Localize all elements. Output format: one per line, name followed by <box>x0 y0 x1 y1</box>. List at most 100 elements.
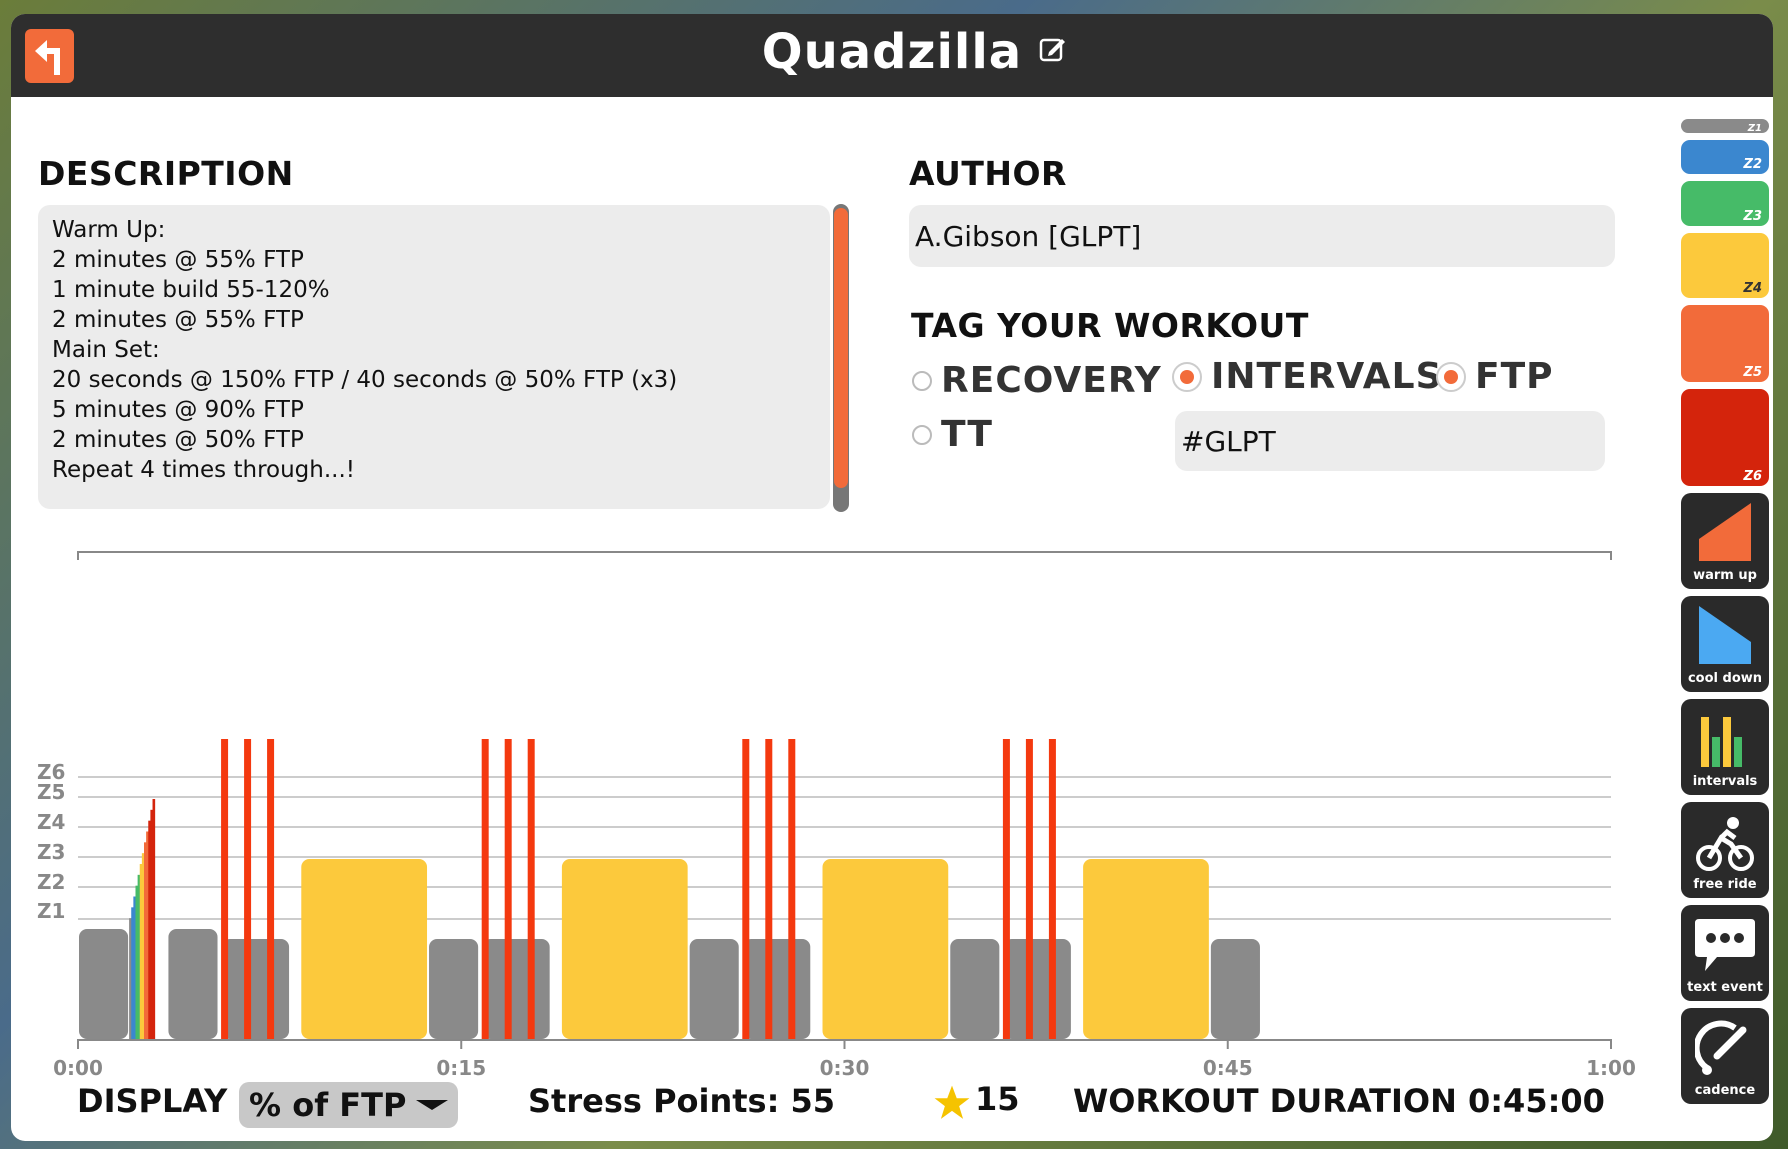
zone-axis-label: Z1 <box>37 899 65 923</box>
tool-label: warm up <box>1693 568 1757 583</box>
tag-tt-radio[interactable] <box>912 424 932 445</box>
description-line: 2 minutes @ 50% FTP <box>52 427 304 453</box>
zone-label: Z3 <box>1743 209 1762 224</box>
description-line: Main Set: <box>52 337 160 363</box>
tag-label: INTERVALS <box>1211 356 1443 397</box>
display-label: DISPLAY <box>77 1082 228 1120</box>
chevron-down-icon <box>416 1100 448 1110</box>
description-line: 2 minutes @ 55% FTP <box>52 247 304 273</box>
sprint-bar <box>267 739 275 1039</box>
zone-block-z4[interactable]: Z4 <box>1681 233 1769 298</box>
tool-warm-up[interactable]: warm up <box>1681 493 1769 589</box>
workout-block <box>168 929 218 1039</box>
workout-block <box>301 859 428 1039</box>
workout-block <box>689 939 739 1039</box>
x-tick-label: 0:45 <box>1203 1056 1253 1080</box>
x-tick-label: 0:15 <box>436 1056 486 1080</box>
zone-label: Z6 <box>1743 469 1762 484</box>
workout-block <box>1210 939 1260 1039</box>
sprint-bar <box>788 739 796 1039</box>
back-button[interactable] <box>25 29 74 83</box>
sprint-bar <box>481 739 489 1039</box>
tool-cadence[interactable]: cadence <box>1681 1008 1769 1104</box>
workout-editor-window: Quadzilla DESCRIPTION Warm Up: 2 minutes … <box>11 14 1773 1141</box>
edit-title-icon[interactable] <box>1038 34 1068 64</box>
scrollbar-thumb[interactable] <box>834 208 848 488</box>
back-arrow-icon <box>34 40 60 75</box>
tool-label: cool down <box>1687 671 1763 686</box>
zone-label: Z1 <box>1747 123 1762 134</box>
x-tick-label: 0:30 <box>820 1056 870 1080</box>
ramp-bar <box>144 842 147 1039</box>
workout-duration: WORKOUT DURATION 0:45:00 <box>1073 1082 1605 1120</box>
custom-tag-field[interactable]: #GLPT <box>1175 411 1605 471</box>
workout-block <box>743 939 811 1039</box>
tag-tt[interactable]: TT <box>912 414 993 455</box>
description-line: Repeat 4 times through...! <box>52 457 355 483</box>
ramp-bar <box>139 864 143 1039</box>
warm-up-icon <box>1699 503 1751 561</box>
star-count: 15 <box>975 1080 1020 1118</box>
workout-block <box>1003 939 1071 1039</box>
tool-label: intervals <box>1692 774 1758 789</box>
zone-axis-label: Z5 <box>37 780 65 804</box>
zone-axis-label: Z6 <box>37 760 65 784</box>
author-field[interactable]: A.Gibson [GLPT] <box>909 205 1615 267</box>
sprint-bar <box>1025 739 1033 1039</box>
cadence-icon <box>1695 1020 1747 1075</box>
stress-points: Stress Points: 55 <box>528 1082 836 1120</box>
zone-block-z2[interactable]: Z2 <box>1681 140 1769 174</box>
sprint-bar <box>527 739 535 1039</box>
tool-cool-down[interactable]: cool down <box>1681 596 1769 692</box>
workout-block <box>482 939 550 1039</box>
title-bar: Quadzilla <box>11 14 1773 97</box>
zone-block-z6[interactable]: Z6 <box>1681 389 1769 486</box>
zone-block-z5[interactable]: Z5 <box>1681 305 1769 382</box>
ramp-bar <box>137 874 141 1039</box>
workout-block <box>429 939 479 1039</box>
description-line: 2 minutes @ 55% FTP <box>52 307 304 333</box>
sprint-bar <box>221 739 229 1039</box>
tool-label: free ride <box>1693 877 1757 892</box>
tool-label: text event <box>1687 980 1763 995</box>
tag-intervals[interactable]: INTERVALS <box>1172 356 1443 397</box>
zone-axis-label: Z3 <box>37 840 65 864</box>
tool-text-event[interactable]: text event <box>1681 905 1769 1001</box>
ramp-bar <box>131 907 134 1039</box>
tag-label: FTP <box>1475 356 1554 397</box>
tag-ftp-radio[interactable] <box>1436 361 1466 392</box>
ramp-bar <box>146 831 149 1039</box>
description-text: Warm Up: 2 minutes @ 55% FTP 1 minute buil… <box>52 215 677 485</box>
workout-title: Quadzilla <box>761 24 1023 80</box>
display-select[interactable]: % of FTP <box>239 1082 458 1128</box>
ramp-bar <box>141 853 145 1039</box>
x-tick-label: 0:00 <box>53 1056 103 1080</box>
sprint-bar <box>244 739 252 1039</box>
zone-block-z3[interactable]: Z3 <box>1681 181 1769 226</box>
description-textarea[interactable]: Warm Up: 2 minutes @ 55% FTP 1 minute buil… <box>38 205 830 509</box>
workout-block <box>561 859 688 1039</box>
ramp-bar <box>148 820 151 1039</box>
tag-label: TT <box>941 414 993 455</box>
zone-block-z1[interactable]: Z1 <box>1681 119 1769 134</box>
tool-intervals[interactable]: intervals <box>1681 699 1769 795</box>
display-select-value: % of FTP <box>249 1086 407 1124</box>
description-line: 1 minute build 55-120% <box>52 277 330 303</box>
tool-free-ride[interactable]: free ride <box>1681 802 1769 898</box>
author-heading: AUTHOR <box>909 154 1067 193</box>
zone-label: Z2 <box>1743 157 1762 172</box>
tag-ftp[interactable]: FTP <box>1436 356 1554 397</box>
chart-top-frame <box>77 551 1612 560</box>
tag-recovery-radio[interactable] <box>912 370 932 391</box>
tag-recovery[interactable]: RECOVERY <box>912 360 1162 401</box>
description-line: 20 seconds @ 150% FTP / 40 seconds @ 50%… <box>52 367 678 393</box>
sprint-bar <box>1002 739 1010 1039</box>
description-heading: DESCRIPTION <box>38 154 294 193</box>
workout-block <box>79 929 129 1039</box>
speech-bubble-icon <box>1695 919 1755 971</box>
sprint-bar <box>1048 739 1056 1039</box>
star-icon <box>934 1085 970 1119</box>
tag-intervals-radio[interactable] <box>1172 361 1202 392</box>
description-scrollbar[interactable] <box>833 204 849 512</box>
